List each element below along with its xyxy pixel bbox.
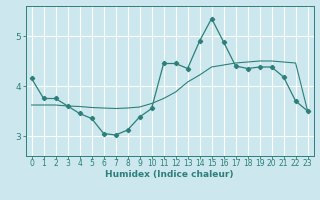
X-axis label: Humidex (Indice chaleur): Humidex (Indice chaleur) <box>105 170 234 179</box>
